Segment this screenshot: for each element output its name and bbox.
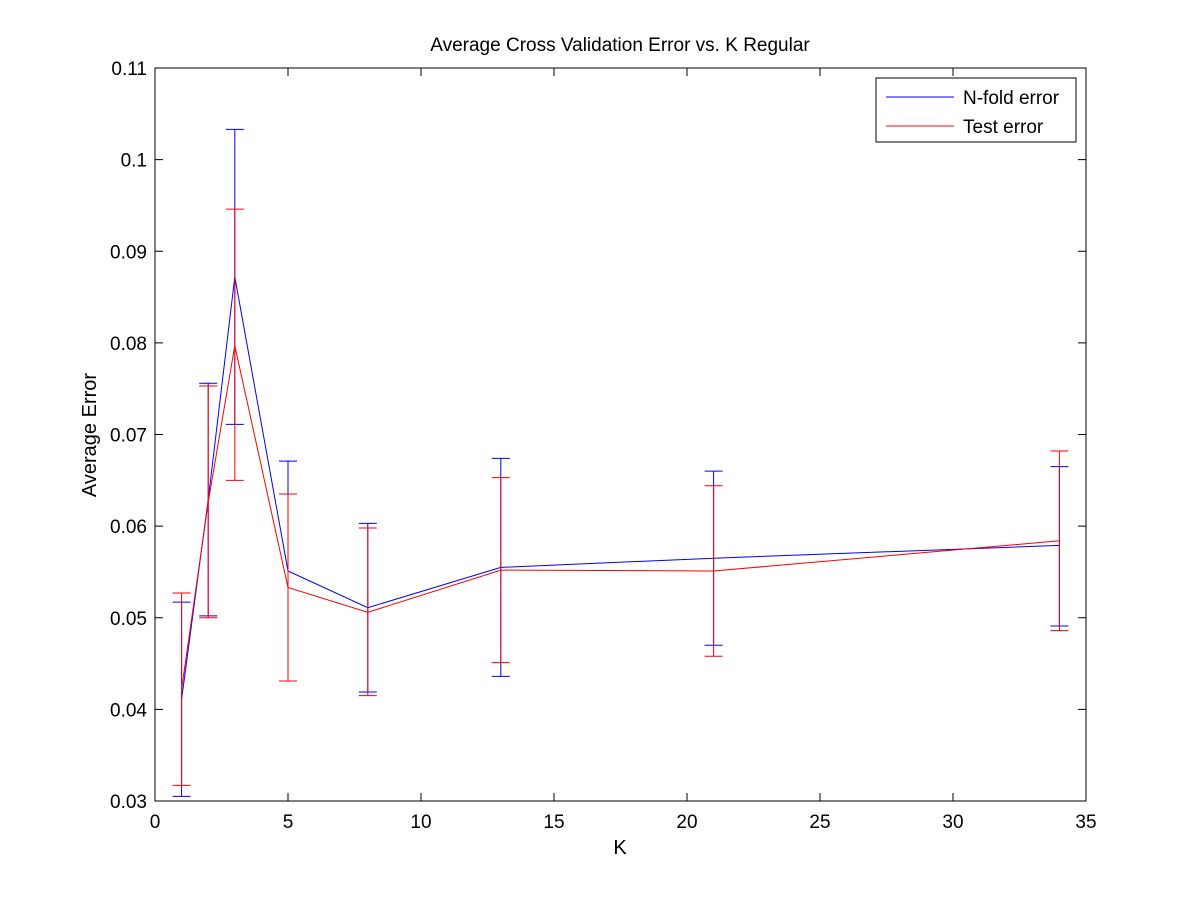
y-axis-ticks: 0.03 0.04 0.05 0.06 0.07 0.08 0.09 0.1 0.11	[110, 59, 1086, 813]
x-tick-label: 25	[809, 812, 830, 833]
y-tick-label: 0.11	[111, 59, 147, 80]
legend-label-test: Test error	[963, 117, 1044, 138]
y-tick-label: 0.06	[110, 517, 147, 538]
chart-title: Average Cross Validation Error vs. K Reg…	[430, 35, 810, 56]
legend-label-nfold: N-fold error	[963, 88, 1060, 109]
y-tick-label: 0.05	[110, 609, 147, 630]
x-tick-label: 30	[942, 812, 963, 833]
legend-box	[875, 77, 1077, 143]
x-axis-label: K	[613, 837, 627, 859]
y-tick-label: 0.09	[110, 242, 147, 263]
y-tick-label: 0.07	[110, 426, 147, 447]
series-layer	[172, 128, 1069, 797]
y-tick-label: 0.1	[121, 151, 147, 172]
x-tick-label: 35	[1075, 812, 1096, 833]
legend: N-fold error Test error	[875, 77, 1077, 143]
plot-area	[155, 68, 1086, 801]
x-tick-label: 5	[283, 812, 294, 833]
y-tick-label: 0.03	[110, 792, 147, 813]
x-tick-label: 20	[676, 812, 697, 833]
x-tick-label: 10	[410, 812, 431, 833]
series-line-test	[181, 345, 1060, 690]
plot-frame	[154, 67, 1087, 802]
y-tick-label: 0.04	[110, 700, 147, 721]
x-tick-label: 0	[150, 812, 161, 833]
y-tick-label: 0.08	[110, 334, 147, 355]
series-line-nfold	[181, 276, 1060, 700]
series-test	[172, 208, 1069, 786]
x-tick-label: 15	[543, 812, 564, 833]
y-axis-label: Average Error	[79, 373, 101, 497]
x-axis-ticks: 0 5 10 15 20 25 30 35	[150, 68, 1097, 833]
